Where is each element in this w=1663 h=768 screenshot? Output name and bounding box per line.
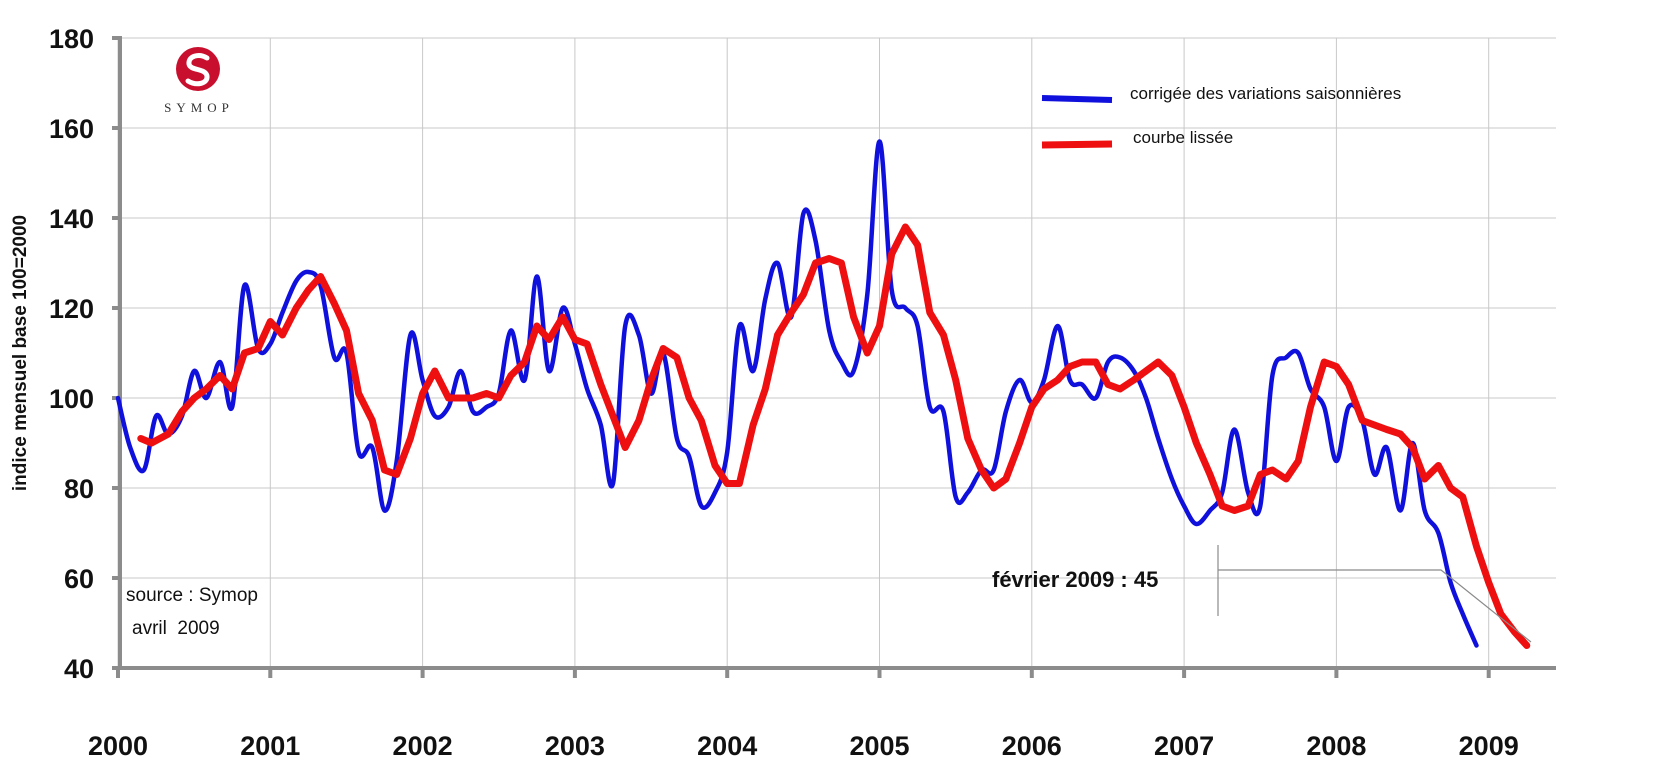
logo: SYMOP [164, 47, 234, 115]
x-tick-label: 2009 [1459, 731, 1519, 761]
x-tick-label: 2002 [393, 731, 453, 761]
x-tick-labels: 2000 2001 2002 2003 2004 2005 2006 2007 2008 2009 [88, 731, 1519, 761]
y-tick-label: 120 [49, 294, 94, 324]
series-layer [115, 139, 1531, 649]
x-tick-label: 2007 [1154, 731, 1214, 761]
x-tick-label: 2000 [88, 731, 148, 761]
symop-s-logo-stroke [185, 53, 210, 87]
y-tick-labels: 40 60 80 100 120 140 160 180 [49, 24, 94, 684]
x-tick-label: 2001 [240, 731, 300, 761]
x-tick-label: 2004 [697, 731, 757, 761]
y-tick-label: 100 [49, 384, 94, 414]
legend: corrigée des variations saisonnières cou… [1041, 84, 1401, 149]
y-axis-label: indice mensuel base 100=2000 [10, 215, 31, 491]
y-tick-label: 180 [49, 24, 94, 54]
x-tick-label: 2008 [1306, 731, 1366, 761]
callout-leader [1218, 569, 1532, 643]
source-line-1: source : Symop [126, 585, 258, 606]
source-line-2: avril 2009 [132, 618, 220, 639]
legend-label-red: courbe lissée [1133, 128, 1233, 147]
x-tick-label: 2006 [1002, 731, 1062, 761]
source-note: source : Symop avril 2009 [126, 585, 258, 639]
y-tick-label: 40 [64, 654, 94, 684]
logo-text: SYMOP [164, 100, 234, 115]
callout: février 2009 : 45 [992, 545, 1532, 643]
y-tick-label: 160 [49, 114, 94, 144]
legend-label-blue: corrigée des variations saisonnières [1130, 84, 1401, 103]
x-tick-label: 2003 [545, 731, 605, 761]
y-tick-label: 140 [49, 204, 94, 234]
axes [112, 36, 1556, 678]
callout-label: février 2009 : 45 [992, 567, 1158, 592]
y-tick-label: 60 [64, 564, 94, 594]
legend-swatch-red [1041, 140, 1113, 149]
y-tick-label: 80 [64, 474, 94, 504]
x-tick-label: 2005 [849, 731, 909, 761]
legend-swatch-blue [1041, 95, 1113, 103]
series-line-lissee [137, 223, 1531, 649]
